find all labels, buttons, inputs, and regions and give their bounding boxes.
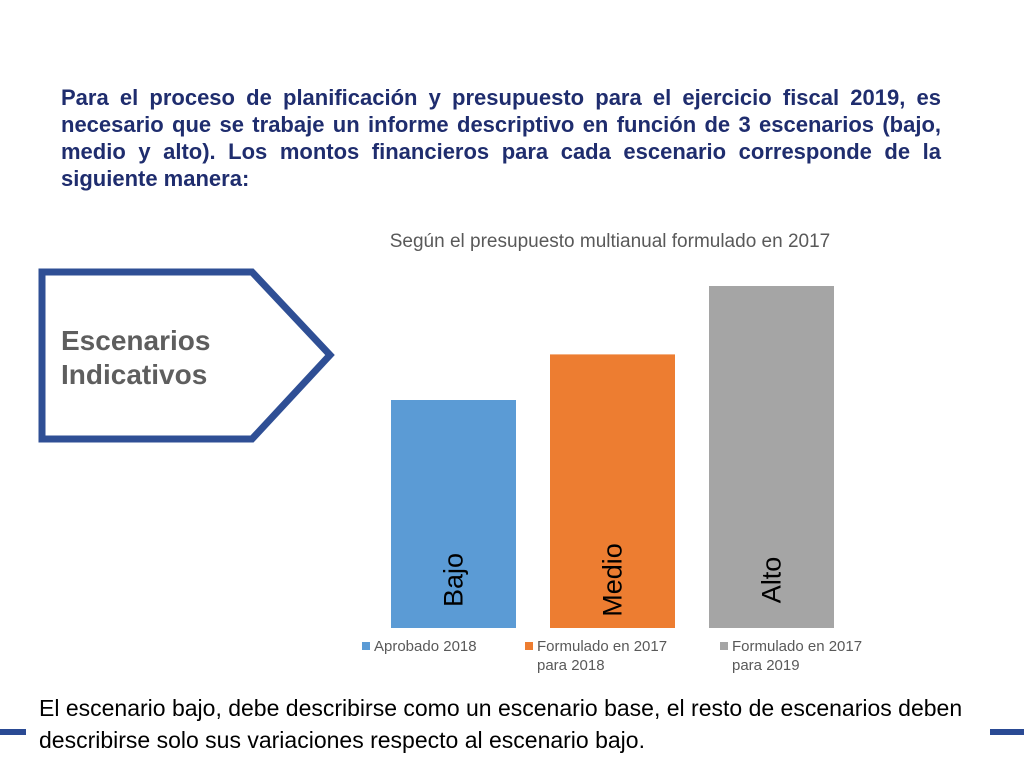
legend-swatch-gray (720, 642, 728, 650)
legend-label: Formulado en 2017 para 2018 (537, 637, 667, 675)
bar-label-alto: Alto (757, 557, 787, 604)
legend-label-line1: Aprobado 2018 (374, 638, 477, 655)
legend-item-aprobado-2018: Aprobado 2018 (362, 637, 477, 656)
legend-swatch-orange (525, 642, 533, 650)
legend-label-line1: Formulado en 2017 (537, 638, 668, 655)
decor-bar-left (0, 729, 26, 735)
legend-label: Aprobado 2018 (374, 637, 477, 656)
chevron-shape (38, 268, 335, 443)
chevron-label-line2: Indicativos (61, 359, 208, 390)
bar-bajo (391, 400, 516, 628)
bar-alto (709, 286, 834, 628)
legend-item-formulado-2019: Formulado en 2017 para 2019 (720, 637, 862, 675)
bar-label-medio: Medio (598, 543, 628, 617)
legend-item-formulado-2018: Formulado en 2017 para 2018 (525, 637, 667, 675)
bars-layer: Bajo Medio Alto (391, 286, 834, 628)
legend-swatch-blue (362, 642, 370, 650)
footer-note: El escenario bajo, debe describirse como… (39, 695, 963, 753)
bar-chart: Según el presupuesto multianual formulad… (390, 231, 834, 628)
chevron-label: Escenarios Indicativos (61, 324, 210, 392)
legend-label: Formulado en 2017 para 2019 (732, 637, 862, 675)
chevron-label-line1: Escenarios (61, 325, 211, 356)
bar-medio (550, 354, 675, 628)
legend-label-line2: para 2018 (537, 657, 605, 674)
chart-legend: Aprobado 2018 Formulado en 2017 para 201… (362, 637, 902, 679)
chart-title: Según el presupuesto multianual formulad… (390, 231, 830, 252)
decor-bar-right (990, 729, 1024, 735)
bar-label-bajo: Bajo (439, 553, 469, 607)
chevron-outline (38, 268, 335, 443)
intro-paragraph: Para el proceso de planificación y presu… (61, 85, 941, 191)
legend-label-line2: para 2019 (732, 657, 800, 674)
legend-label-line1: Formulado en 2017 (732, 638, 863, 655)
